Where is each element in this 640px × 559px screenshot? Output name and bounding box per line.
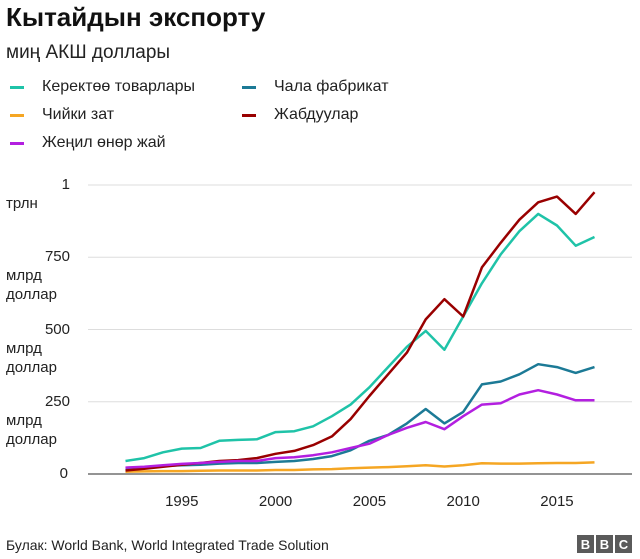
legend-label: Чийки зат	[42, 106, 115, 123]
legend-label: Керектөө товарлары	[42, 78, 196, 95]
legend-swatch	[242, 85, 256, 89]
y-tick-line: трлн	[6, 195, 38, 212]
legend-item-consumer-goods: Керектөө товарлары	[10, 78, 195, 96]
y-tick-line: 500	[44, 320, 70, 338]
bbc-logo-letter: C	[615, 535, 632, 553]
legend-label: Жеңил өнөр жай	[42, 134, 166, 151]
legend-label: Жабдуулар	[274, 106, 359, 123]
bbc-logo-letter: B	[596, 535, 613, 553]
source-note: Булак: World Bank, World Integrated Trad…	[6, 537, 329, 553]
series-line-3	[125, 191, 596, 472]
x-tick-label: 2005	[352, 493, 387, 510]
x-tick-label: 2015	[540, 493, 574, 510]
y-tick-line: 0	[59, 465, 68, 482]
y-tick-line: млрд	[6, 411, 42, 429]
y-tick-label: 0	[0, 464, 68, 483]
legend-item-raw-materials: Чийки зат	[10, 106, 114, 124]
bbc-logo-letter: B	[577, 535, 594, 553]
x-tick-label: 2010	[446, 493, 480, 510]
y-tick-label: 750 млрд доллар	[0, 247, 70, 304]
legend-swatch	[242, 113, 256, 117]
y-tick-line: 1	[61, 176, 70, 193]
legend-swatch	[10, 113, 24, 117]
series-line-1	[125, 362, 595, 470]
y-tick-line: млрд	[6, 267, 42, 285]
chart-title: Кытайдын экспорту	[6, 2, 266, 32]
y-tick-line: млрд	[6, 339, 42, 357]
series-line-4	[125, 388, 595, 469]
y-tick-line: 250	[44, 392, 70, 410]
legend-item-capital-goods: Жабдуулар	[242, 106, 358, 124]
y-tick-label: 1 трлн	[0, 175, 70, 213]
legend-item-intermediate-goods: Чала фабрикат	[242, 78, 389, 96]
y-tick-line: 750	[44, 248, 70, 266]
y-tick-label: 500 млрд доллар	[0, 320, 70, 377]
legend-label: Чала фабрикат	[274, 78, 389, 95]
bbc-logo: B B C	[577, 535, 632, 553]
y-tick-line: доллар	[6, 286, 57, 304]
series-line-2	[125, 461, 595, 473]
x-tick-label: 2000	[258, 493, 293, 510]
y-tick-line: доллар	[6, 430, 57, 448]
x-tick-label: 1995	[165, 493, 199, 510]
legend-swatch	[10, 141, 24, 145]
legend-item-light-industry: Жеңил өнөр жай	[10, 134, 166, 152]
chart-subtitle: миң АКШ доллары	[6, 42, 171, 63]
y-tick-label: 250 млрд доллар	[0, 392, 70, 449]
series-line-0	[125, 212, 596, 463]
legend-swatch	[10, 85, 24, 89]
y-tick-line: доллар	[6, 358, 57, 376]
